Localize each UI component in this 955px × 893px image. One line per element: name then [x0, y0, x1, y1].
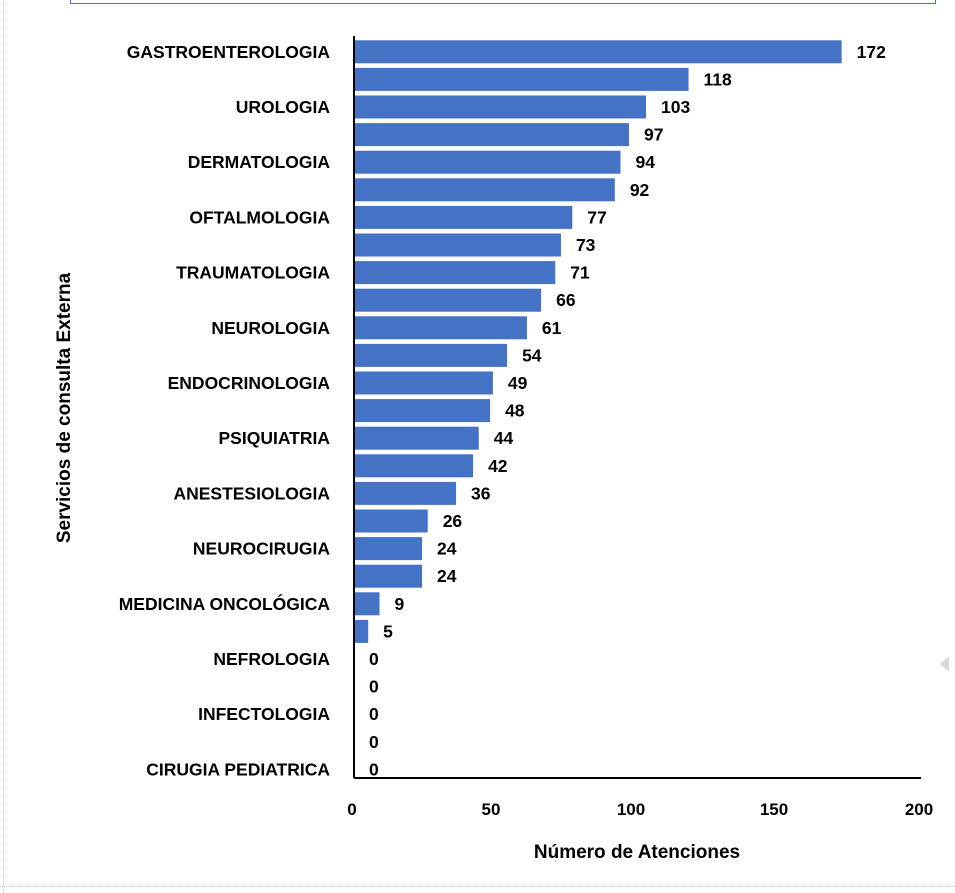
bar — [354, 564, 423, 588]
bar-value-label: 71 — [570, 263, 590, 283]
bar-value-label: 9 — [395, 594, 405, 614]
category-label: INFECTOLOGIA — [198, 704, 330, 724]
bar-value-label: 48 — [505, 401, 525, 421]
bar-value-label: 0 — [369, 677, 379, 697]
bar — [354, 205, 573, 229]
bar — [354, 178, 615, 202]
category-label: GASTROENTEROLOGIA — [127, 42, 331, 62]
bar-value-label: 44 — [494, 428, 514, 448]
x-tick-label: 200 — [905, 800, 933, 819]
top-frame — [70, 0, 936, 4]
bar — [354, 261, 556, 285]
bar-value-label: 42 — [488, 456, 508, 476]
bar — [354, 426, 479, 450]
x-tick-label: 50 — [482, 800, 501, 819]
category-label: OFTALMOLOGIA — [189, 207, 330, 227]
bar-value-label: 0 — [369, 649, 379, 669]
bar-value-label: 26 — [443, 511, 463, 531]
x-tick-labels: 0 50 100 150 200 — [347, 800, 933, 819]
bar — [354, 454, 474, 478]
bar — [354, 150, 621, 174]
category-label: NEUROLOGIA — [211, 318, 330, 338]
scroll-arrow-icon[interactable] — [940, 656, 949, 672]
bar — [354, 343, 508, 367]
bar — [354, 592, 380, 616]
bar — [354, 40, 842, 64]
category-labels: GASTROENTEROLOGIA UROLOGIA DERMATOLOGIA OFT… — [119, 42, 331, 780]
bar-value-label: 49 — [508, 373, 528, 393]
bar-value-label: 0 — [369, 704, 379, 724]
bar-value-label: 118 — [704, 69, 732, 89]
bar-value-label: 61 — [542, 318, 562, 338]
category-label: ENDOCRINOLOGIA — [168, 373, 331, 393]
page-edge-bottom — [0, 886, 955, 887]
bar-value-label: 36 — [471, 483, 491, 503]
bar — [354, 509, 428, 533]
bar-value-label: 54 — [522, 345, 542, 365]
bar-value-label: 66 — [556, 290, 576, 310]
category-label: TRAUMATOLOGIA — [176, 263, 330, 283]
category-label: ANESTESIOLOGIA — [173, 483, 330, 503]
bar — [354, 288, 542, 312]
bar — [354, 371, 493, 395]
bar-value-label: 97 — [644, 125, 663, 145]
x-tick-label: 0 — [347, 800, 356, 819]
category-label: NEFROLOGIA — [213, 649, 330, 669]
page-edge-left — [3, 0, 4, 893]
x-tick-label: 100 — [617, 800, 645, 819]
category-label: UROLOGIA — [236, 97, 331, 117]
bars-group — [354, 40, 842, 643]
bar — [354, 481, 457, 505]
bar — [354, 95, 647, 119]
x-tick-label: 150 — [760, 800, 788, 819]
y-axis-title: Servicios de consulta Externa — [54, 272, 75, 543]
bar-value-label: 5 — [383, 621, 393, 641]
category-label: PSIQUIATRIA — [219, 428, 331, 448]
bar-value-label: 24 — [437, 539, 457, 559]
bar — [354, 399, 491, 423]
bar-value-label: 92 — [630, 180, 650, 200]
category-label: DERMATOLOGIA — [188, 152, 331, 172]
category-label: NEUROCIRUGIA — [193, 539, 330, 559]
bar — [354, 316, 527, 340]
bar — [354, 67, 689, 91]
bar-value-label: 77 — [587, 207, 606, 227]
bar-value-label: 172 — [857, 42, 886, 62]
bar — [354, 233, 561, 257]
bar-value-label: 0 — [369, 759, 379, 779]
bar — [354, 537, 423, 561]
category-label: CIRUGIA PEDIATRICA — [146, 759, 330, 779]
bar-value-label: 103 — [661, 97, 690, 117]
category-label: MEDICINA ONCOLÓGICA — [119, 593, 331, 614]
bar-value-label: 0 — [369, 732, 379, 752]
bar-value-label: 94 — [635, 152, 655, 172]
bar-value-label: 73 — [576, 235, 596, 255]
bar-value-label: 24 — [437, 566, 457, 586]
x-axis-title: Número de Atenciones — [534, 842, 740, 863]
bar — [354, 123, 629, 147]
bar — [354, 619, 369, 643]
